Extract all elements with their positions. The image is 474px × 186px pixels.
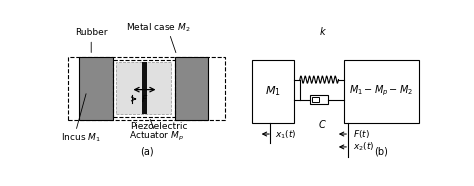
Text: $M_1$: $M_1$ [265, 84, 282, 98]
Bar [142, 62, 147, 114]
Text: $x_2(t)$: $x_2(t)$ [353, 141, 375, 153]
Bar [344, 60, 419, 123]
Text: (b): (b) [374, 147, 388, 157]
Text: Piezoelectric: Piezoelectric [130, 122, 187, 131]
Text: Rubber: Rubber [75, 28, 108, 52]
Text: (a): (a) [141, 147, 154, 157]
Bar [116, 62, 171, 114]
Text: $x_1(t)$: $x_1(t)$ [275, 129, 297, 141]
Text: $F$: $F$ [141, 93, 148, 105]
Bar [112, 60, 175, 117]
Text: Metal case $M_2$: Metal case $M_2$ [126, 21, 191, 34]
Text: Incus $M_1$: Incus $M_1$ [61, 131, 101, 144]
Bar [312, 97, 319, 102]
Text: $M_1 - M_p - M_2$: $M_1 - M_p - M_2$ [349, 84, 413, 98]
Text: $F(t)$: $F(t)$ [353, 128, 370, 140]
Bar [80, 57, 112, 120]
Bar [252, 60, 294, 123]
Bar [310, 95, 328, 104]
Text: $k$: $k$ [319, 25, 327, 37]
Text: $C$: $C$ [318, 118, 327, 130]
Text: Actuator $M_p$: Actuator $M_p$ [129, 129, 184, 143]
Bar [175, 57, 208, 120]
Bar [68, 57, 225, 120]
